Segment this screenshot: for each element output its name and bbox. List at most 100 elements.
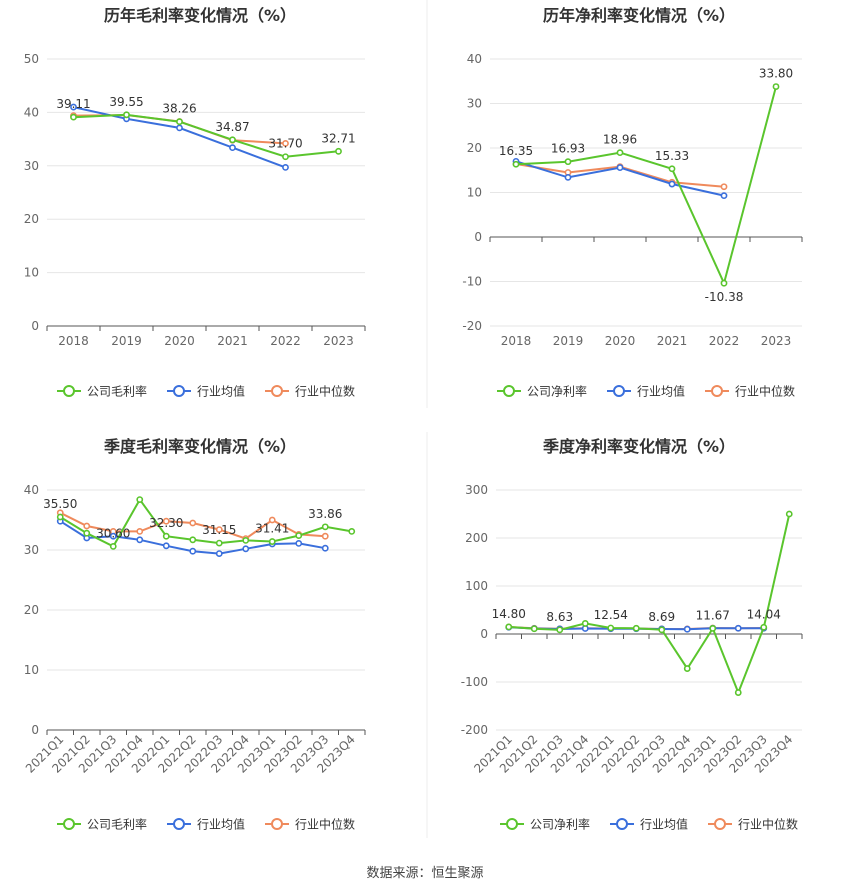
y-tick-label: 10	[467, 186, 482, 200]
data-point-company	[709, 624, 717, 632]
data-label: 31.70	[268, 137, 302, 151]
legend-item-company: 公司毛利率	[57, 817, 147, 832]
legend-swatch-marker	[506, 818, 518, 830]
data-point-company	[215, 539, 223, 547]
data-point-median	[83, 522, 91, 530]
data-point-company	[683, 665, 691, 672]
data-label: 31.41	[255, 522, 289, 536]
chart-annual-net: 历年净利率变化情况（%） -20 -10 0 10 20 30 40 2018 2019 2020 2…	[462, 6, 803, 399]
y-tick-label: -20	[462, 319, 482, 333]
data-label: 32.30	[149, 516, 183, 530]
data-label: 16.35	[499, 144, 533, 158]
legend-swatch-marker	[503, 385, 515, 397]
data-label: 34.87	[215, 120, 249, 134]
data-point-company	[505, 623, 513, 631]
data-point-company	[56, 513, 64, 521]
data-point-avg	[282, 164, 289, 171]
data-point-avg	[136, 536, 144, 544]
chart-title: 季度毛利率变化情况（%）	[103, 437, 296, 456]
legend-label: 公司毛利率	[87, 817, 147, 832]
data-point-company	[123, 111, 130, 119]
data-point-median	[162, 517, 170, 525]
legend-item-median: 行业中位数	[705, 384, 795, 399]
x-tick-label: 2020	[605, 334, 636, 348]
data-label: 32.71	[321, 131, 355, 145]
data-point-company	[556, 626, 564, 634]
data-label: 12.54	[594, 608, 628, 622]
y-tick-label: -200	[461, 723, 488, 737]
legend-item-median: 行业中位数	[708, 817, 798, 832]
legend-label: 行业均值	[640, 817, 688, 832]
legend-swatch-marker	[711, 385, 723, 397]
legend-swatch-marker	[173, 818, 185, 830]
legend-label: 公司净利率	[530, 817, 590, 832]
legend-label: 公司净利率	[527, 384, 587, 399]
chart-quarter-gross: 季度毛利率变化情况（%）0102030402021Q12021Q22021Q32…	[23, 437, 366, 832]
x-tick-label: 2023	[761, 334, 792, 348]
data-point-avg	[176, 124, 183, 132]
legend-label: 行业中位数	[738, 817, 798, 832]
legend-swatch-marker	[63, 818, 75, 830]
data-point-company	[335, 147, 342, 155]
legend-swatch-marker	[63, 385, 75, 397]
data-label: 30.60	[96, 526, 130, 540]
data-point-avg	[215, 550, 223, 557]
legend-swatch-marker	[613, 385, 625, 397]
data-point-company	[616, 149, 624, 157]
data-point-avg	[295, 540, 303, 547]
data-label: 14.80	[492, 607, 526, 621]
data-point-median	[215, 526, 223, 533]
data-label: 39.55	[109, 95, 143, 109]
data-point-company	[734, 689, 742, 696]
data-label: 18.96	[603, 133, 637, 147]
data-point-avg	[734, 624, 742, 632]
data-point-company	[295, 532, 303, 539]
data-point-median	[136, 528, 144, 535]
y-tick-label: 20	[24, 603, 39, 617]
y-tick-label: -100	[461, 675, 488, 689]
legend-swatch-marker	[714, 818, 726, 830]
data-point-company	[176, 118, 183, 126]
y-tick-label: 0	[31, 319, 39, 333]
x-tick-label: 2023	[323, 334, 354, 348]
data-point-company	[348, 528, 356, 535]
x-tick-label: 2020	[164, 334, 195, 348]
data-point-avg	[564, 173, 572, 181]
legend-swatch-marker	[173, 385, 185, 397]
data-point-avg	[189, 547, 197, 555]
y-tick-label: 30	[24, 159, 39, 173]
data-label: 33.86	[308, 507, 342, 521]
y-tick-label: 0	[31, 723, 39, 737]
legend-swatch-marker	[271, 818, 283, 830]
chart-annual-gross: 历年毛利率变化情况（%） 0 10 20 30 40 50 2018 2019 2020 2021 2…	[24, 6, 366, 399]
data-point-company	[109, 543, 117, 550]
y-tick-label: 100	[465, 579, 488, 593]
data-label: 8.63	[546, 610, 573, 624]
data-point-median	[720, 183, 728, 191]
data-source-label: 数据来源：恒生聚源	[366, 866, 484, 881]
y-tick-label: 20	[24, 212, 39, 226]
data-point-avg	[668, 180, 676, 188]
x-tick-label: 2019	[111, 334, 142, 348]
data-point-company	[70, 113, 77, 121]
legend-label: 公司毛利率	[87, 384, 147, 399]
chart-title: 季度净利率变化情况（%）	[542, 437, 735, 456]
data-point-avg	[229, 144, 236, 152]
legend-item-avg: 行业均值	[607, 384, 685, 399]
data-label: 16.93	[551, 142, 585, 156]
y-tick-label: 10	[24, 663, 39, 677]
data-point-median	[321, 532, 329, 540]
chart-title: 历年净利率变化情况（%）	[543, 6, 735, 25]
data-point-company	[268, 538, 276, 545]
y-tick-label: 40	[24, 105, 39, 119]
data-point-company	[564, 158, 572, 166]
data-point-company	[785, 510, 793, 518]
x-tick-label: 2022	[709, 334, 740, 348]
y-tick-label: 200	[465, 531, 488, 545]
data-point-median	[268, 516, 276, 524]
data-point-avg	[616, 164, 624, 171]
y-tick-label: 20	[467, 141, 482, 155]
chart-quarter-net: 季度净利率变化情况（%）-200-10001002003002021Q12021…	[461, 437, 803, 832]
data-point-avg	[242, 545, 250, 553]
